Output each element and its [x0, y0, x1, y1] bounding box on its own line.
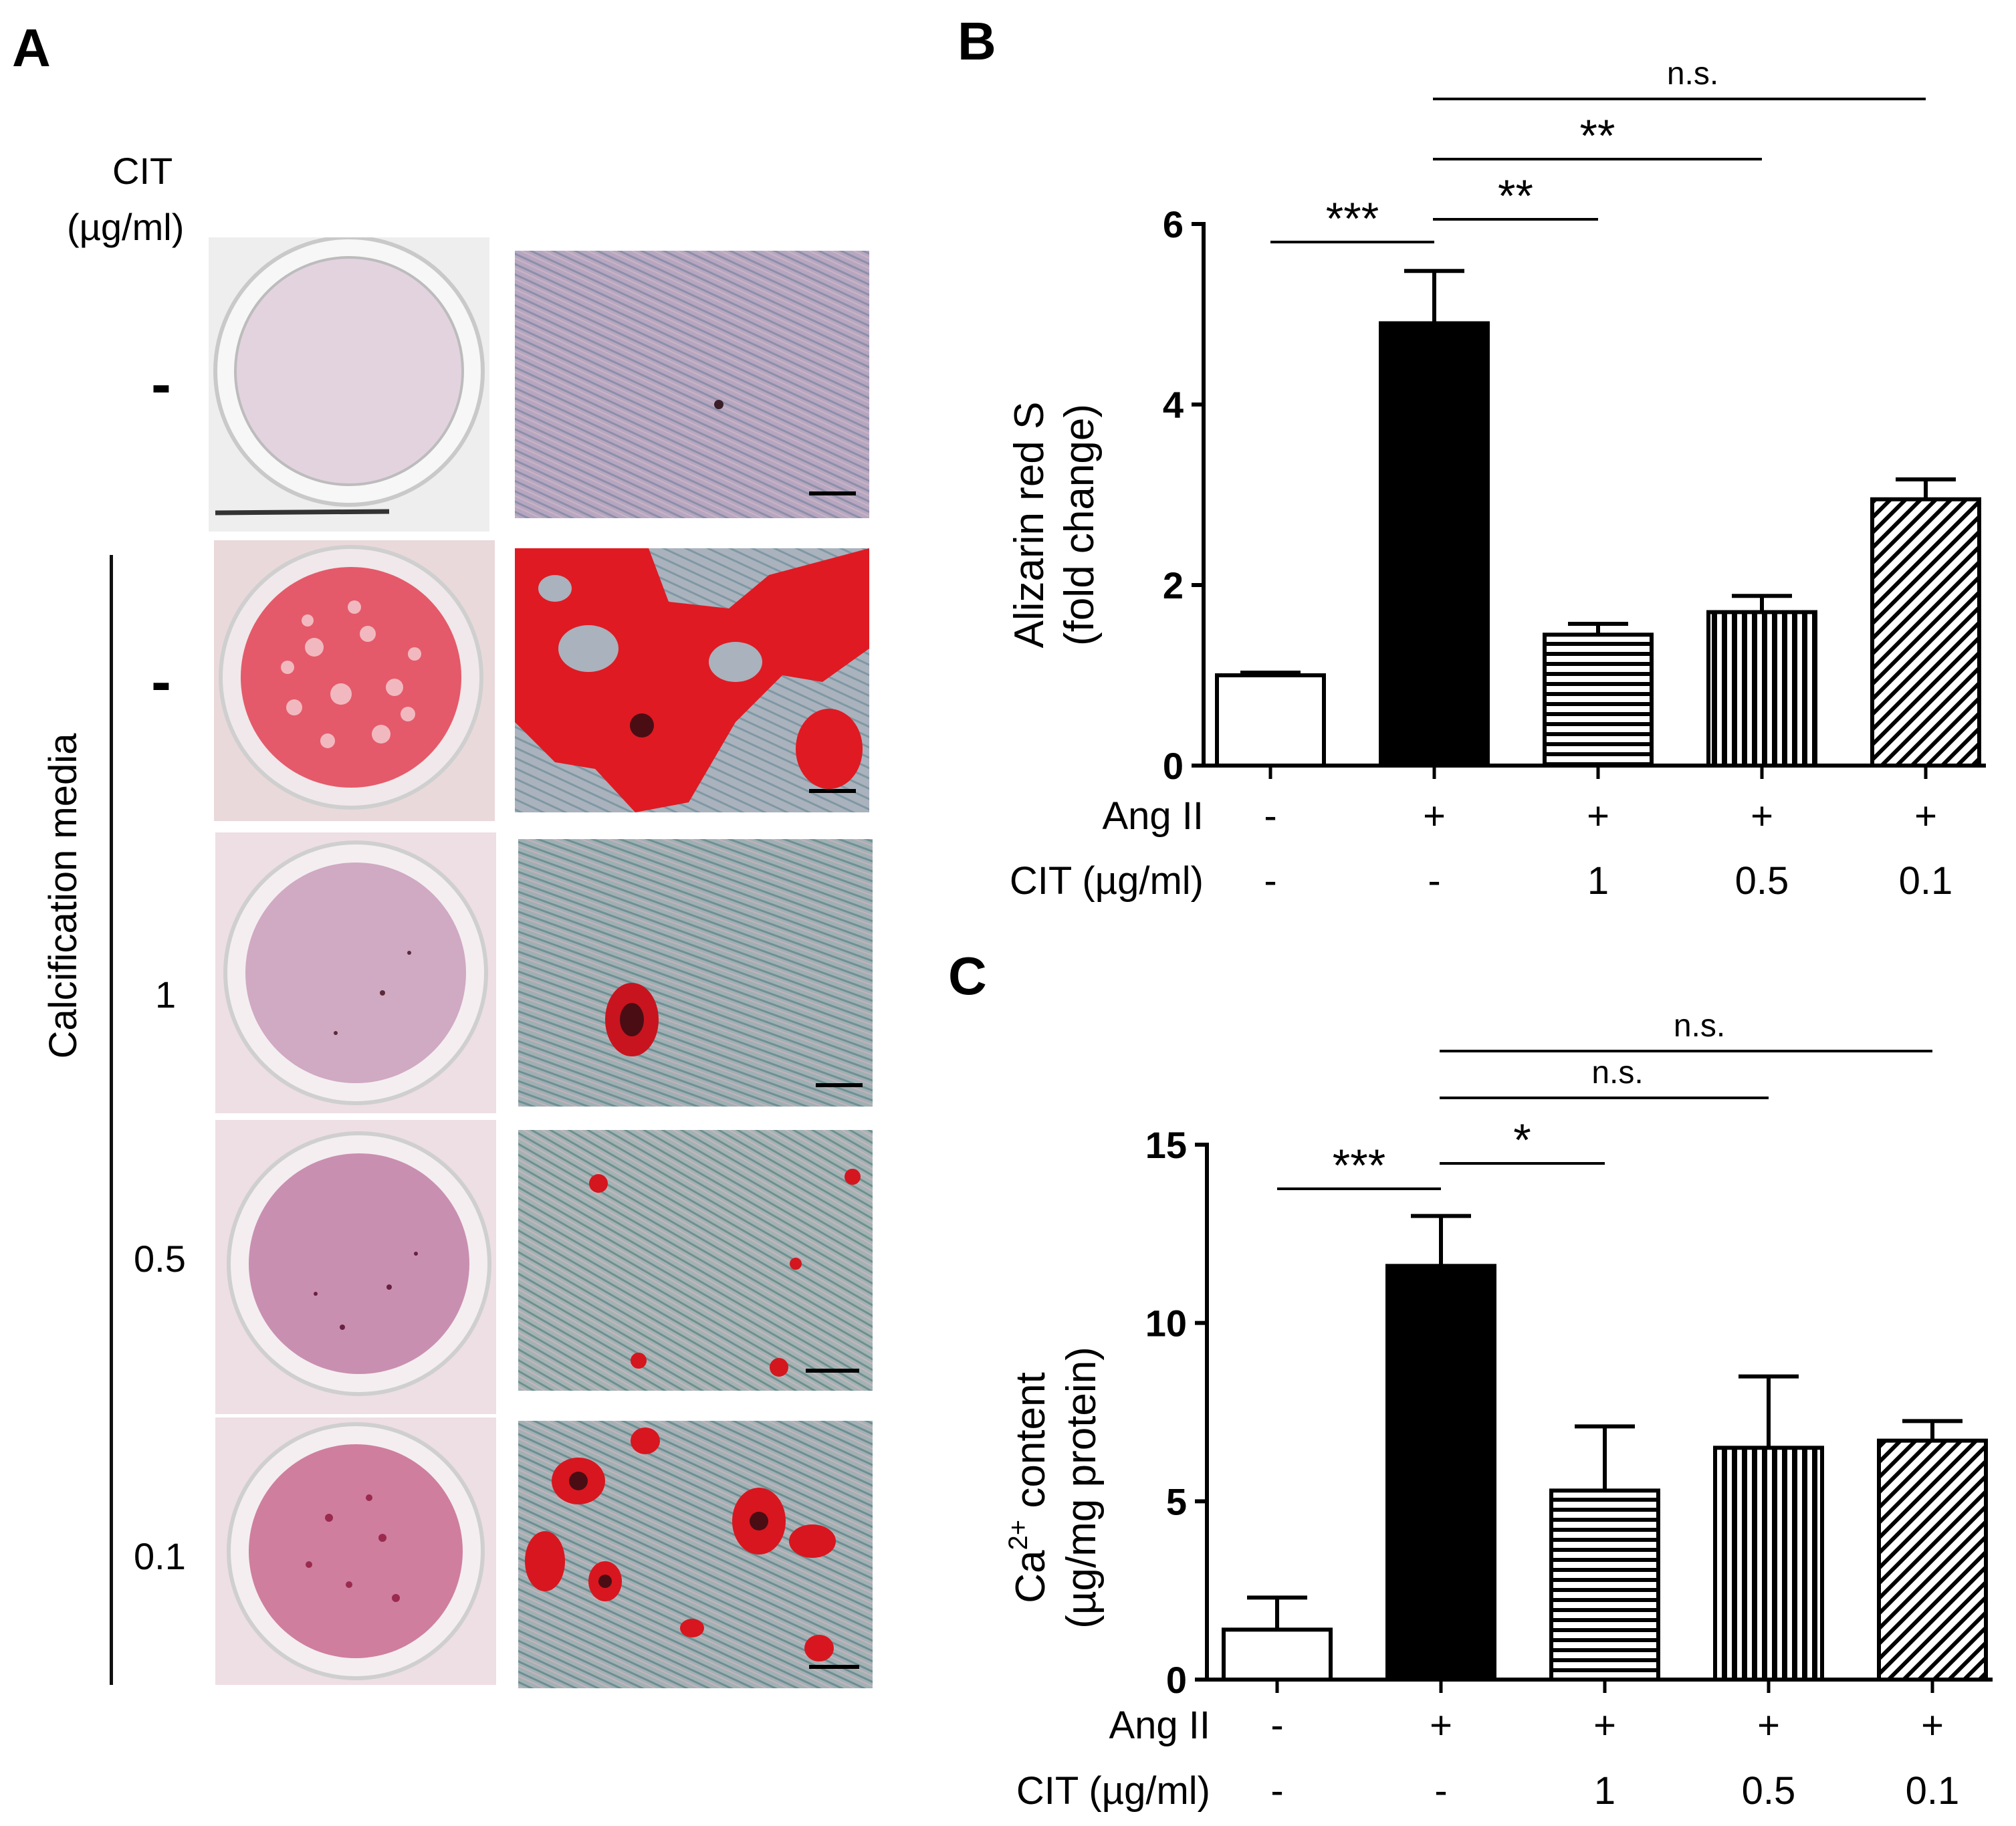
condition-value: 1 [1587, 859, 1609, 903]
condition-value: - [1434, 1769, 1447, 1813]
micrograph-calcification-only [515, 548, 869, 812]
y-tick-label: 10 [1145, 1302, 1187, 1345]
y-tick-label: 6 [1163, 203, 1184, 245]
condition-value: - [1270, 1769, 1283, 1813]
bar-3 [1549, 1488, 1660, 1682]
significance-label: * [1513, 1115, 1531, 1165]
chart-b: Alizarin red S (fold change) 0 2 4 6 Ang II -… [1006, 56, 1986, 903]
panel-b-letter: B [958, 11, 996, 71]
condition-value: + [1430, 1704, 1452, 1747]
chart-c-ylabel-line2: (µg/mg protein) [1058, 1347, 1105, 1629]
condition-row-label: CIT (µg/ml) [1010, 859, 1204, 903]
row-label-untreated: - [151, 351, 171, 418]
chart-c-ylabel-rest: content [1008, 1372, 1054, 1520]
well-photo-cit-0-5 [215, 1120, 496, 1414]
condition-row-label: CIT (µg/ml) [1016, 1769, 1210, 1813]
condition-value: + [1914, 794, 1937, 838]
condition-value: - [1264, 859, 1276, 903]
micrograph-untreated [515, 251, 869, 518]
significance-label: ** [1498, 170, 1533, 221]
bar-4 [1713, 1446, 1824, 1682]
well-photo-cit-1 [215, 832, 496, 1113]
well-photo-cit-0-1 [215, 1417, 496, 1685]
chart-c-ylabel-base: Ca [1008, 1550, 1054, 1603]
row-label-cit-0-5: 0.5 [134, 1238, 186, 1280]
row-label-calcification-only: - [151, 649, 171, 715]
micrograph-cit-1 [518, 839, 873, 1107]
condition-value: - [1270, 1704, 1283, 1747]
bar-4 [1706, 610, 1817, 768]
calcification-bracket [110, 555, 113, 1685]
significance-label: *** [1333, 1140, 1385, 1191]
chart-c-ylabel-line1: Ca2+ content [1004, 1372, 1054, 1603]
panel-a-letter: A [12, 18, 51, 78]
condition-row-label: Ang II [1109, 1704, 1210, 1747]
cit-header-line2: (µg/ml) [67, 206, 185, 248]
bar-5 [1870, 497, 1981, 768]
calcification-media-label: Calcification media [41, 733, 85, 1059]
cit-header-line1: CIT [112, 150, 173, 192]
micrograph-cit-0-1 [518, 1421, 873, 1688]
bar-1 [1222, 1627, 1333, 1682]
significance-label: n.s. [1674, 1008, 1725, 1044]
panel-c-letter: C [948, 946, 987, 1006]
y-tick-label: 15 [1145, 1124, 1187, 1166]
chart-b-ylabel-line2: (fold change) [1056, 404, 1103, 646]
chart-c-ylabel-sup: 2+ [1004, 1520, 1033, 1551]
condition-value: - [1264, 794, 1276, 838]
bar-5 [1877, 1438, 1988, 1682]
bar-2 [1379, 321, 1490, 768]
condition-value: + [1587, 794, 1609, 838]
significance-label: n.s. [1667, 56, 1718, 92]
row-label-cit-1: 1 [155, 974, 177, 1016]
y-tick-label: 0 [1166, 1659, 1187, 1701]
bar-2 [1385, 1264, 1496, 1682]
well-photo-calcification-only [214, 540, 495, 821]
bar-1 [1215, 673, 1326, 768]
well-photo-untreated [209, 237, 489, 532]
panel-a: A CIT (µg/ml) Calcification media - - 1 … [0, 0, 889, 1826]
significance-label: n.s. [1591, 1055, 1643, 1091]
condition-value: 0.1 [1906, 1769, 1960, 1813]
condition-value: 0.5 [1742, 1769, 1796, 1813]
significance-label: ** [1580, 110, 1615, 161]
condition-value: + [1757, 1704, 1780, 1747]
condition-value: - [1428, 859, 1440, 903]
condition-value: 1 [1594, 1769, 1615, 1813]
y-tick-label: 5 [1166, 1480, 1187, 1522]
condition-row-label: Ang II [1102, 794, 1204, 838]
chart-b-ylabel-line1: Alizarin red S [1006, 402, 1052, 649]
bar-3 [1543, 633, 1654, 768]
y-tick-label: 4 [1163, 384, 1184, 426]
y-tick-label: 2 [1163, 564, 1184, 606]
micrograph-cit-0-5 [518, 1130, 873, 1391]
row-label-cit-0-1: 0.1 [134, 1535, 186, 1577]
condition-value: + [1423, 794, 1446, 838]
significance-label: *** [1326, 193, 1379, 244]
condition-value: + [1751, 794, 1773, 838]
condition-value: 0.5 [1735, 859, 1789, 903]
condition-value: 0.1 [1899, 859, 1953, 903]
condition-value: + [1921, 1704, 1944, 1747]
condition-value: + [1593, 1704, 1616, 1747]
y-tick-label: 0 [1163, 745, 1184, 787]
chart-c: Ca2+ content (µg/mg protein) 0 5 10 15 Ang I… [1004, 1008, 1993, 1813]
